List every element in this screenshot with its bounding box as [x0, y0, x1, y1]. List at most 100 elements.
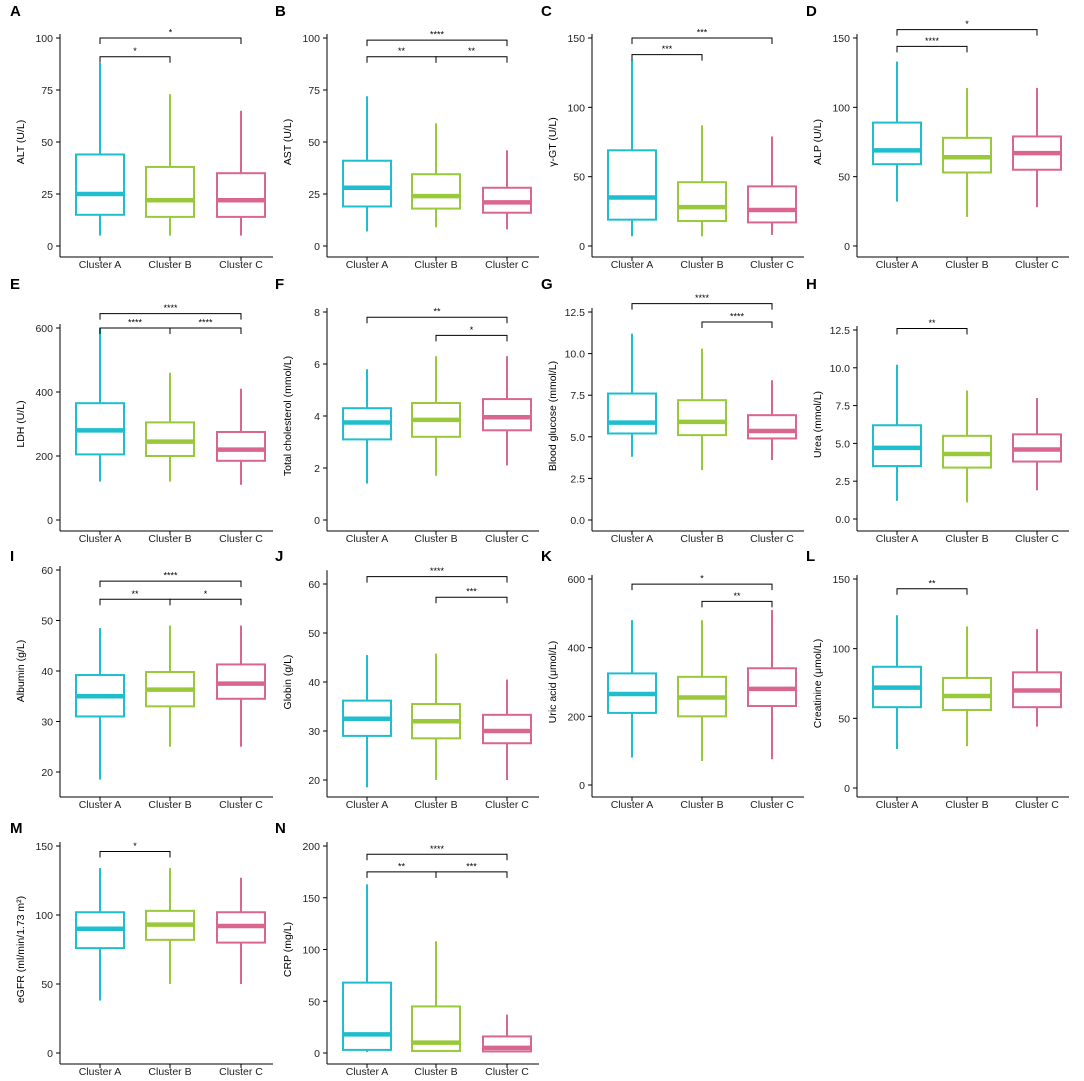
iqr-box [747, 185, 797, 224]
x-tick-label: Cluster C [485, 799, 529, 811]
bracket-line [435, 871, 508, 878]
bracket-line [701, 321, 773, 328]
iqr-box [677, 181, 727, 223]
panel-l: L 0 50 100 150 Creatinine (μmol/L) Cluster A Cl… [806, 548, 1069, 811]
panel-g: G 0.0 2.5 5.0 7.5 10.0 12.5 Blood glucose (mmol… [541, 276, 804, 545]
y-tick-label: 60 [308, 579, 320, 591]
y-tick-label: 50 [41, 137, 53, 149]
x-tick-label: Cluster C [485, 533, 529, 545]
x-tick-label: Cluster A [611, 799, 654, 811]
y-tick-label: 600 [35, 323, 53, 335]
bracket-line [366, 39, 508, 47]
box-cluster-b [942, 626, 992, 747]
box-cluster-b [145, 372, 195, 482]
x-tick-label: Cluster C [1015, 799, 1059, 811]
box-cluster-a [607, 60, 657, 237]
bracket-line [435, 56, 508, 63]
box-cluster-a [342, 369, 392, 484]
box-cluster-b [677, 620, 727, 761]
bracket-line [631, 54, 703, 61]
y-tick-label: 5.0 [570, 432, 585, 444]
box-cluster-c [747, 380, 797, 461]
y-tick-label: 12.5 [565, 307, 586, 319]
x-tick-label: Cluster B [945, 533, 988, 545]
x-tick-label: Cluster B [680, 799, 723, 811]
y-tick-label: 8 [314, 307, 320, 319]
significance-bracket: **** [99, 571, 242, 588]
significance-bracket: ** [366, 861, 437, 878]
y-tick-label: 40 [41, 666, 53, 678]
x-tick-label: Cluster A [346, 533, 389, 545]
y-tick-label: 7.5 [835, 401, 850, 413]
x-tick-label: Cluster C [219, 1066, 263, 1078]
panel-letter: G [541, 276, 553, 293]
panel-letter: F [275, 276, 284, 293]
bracket-line [169, 598, 242, 606]
box-cluster-a [872, 615, 922, 749]
x-tick-label: Cluster B [414, 1066, 457, 1078]
significance-bracket: ** [701, 591, 773, 608]
bracket-line [99, 580, 242, 588]
bracket-line [701, 600, 773, 608]
significance-bracket: ** [896, 318, 968, 335]
significance-label: **** [695, 293, 710, 303]
y-tick-label: 50 [838, 713, 850, 725]
x-tick-label: Cluster B [680, 533, 723, 545]
y-tick-label: 50 [573, 172, 585, 184]
y-axis-label: AST (U/L) [282, 119, 294, 165]
bracket-line [435, 596, 508, 604]
iqr-box [872, 424, 922, 468]
y-tick-label: 2.5 [570, 473, 585, 485]
significance-label: * [470, 325, 474, 335]
significance-label: ** [131, 589, 139, 599]
x-tick-label: Cluster B [148, 799, 191, 811]
x-tick-label: Cluster B [414, 259, 457, 271]
bracket-line [896, 45, 968, 53]
x-tick-label: Cluster C [219, 533, 263, 545]
iqr-box [216, 431, 266, 462]
x-tick-label: Cluster C [1015, 533, 1059, 545]
significance-label: * [204, 589, 208, 599]
box-cluster-c [1012, 398, 1062, 491]
y-tick-label: 100 [567, 102, 585, 114]
y-axis-label: Total cholesterol (mmol/L) [282, 356, 294, 476]
bracket-line [99, 313, 242, 320]
bracket-line [435, 334, 508, 342]
iqr-box [342, 981, 392, 1051]
box-cluster-c [216, 877, 266, 984]
panel-f: F 0 2 4 6 8 Total cholesterol (mmol/L) Cluster … [275, 276, 539, 545]
significance-label: * [965, 19, 969, 29]
iqr-box [145, 421, 195, 457]
bracket-line [366, 853, 508, 861]
iqr-box [607, 392, 657, 435]
significance-label: **** [430, 30, 445, 40]
x-tick-label: Cluster A [876, 533, 919, 545]
y-tick-label: 0 [844, 241, 850, 253]
x-tick-label: Cluster B [414, 533, 457, 545]
box-cluster-a [342, 655, 392, 788]
y-tick-label: 20 [308, 775, 320, 787]
y-tick-label: 50 [308, 137, 320, 149]
y-tick-label: 25 [308, 189, 320, 201]
panel-letter: D [806, 3, 817, 20]
significance-bracket: **** [366, 30, 508, 47]
y-axis-label: CRP (mg/L) [282, 922, 294, 977]
panel-c: C 0 50 100 150 γ-GT (U/L) Cluster A Cluster B Cl… [541, 3, 804, 271]
x-tick-label: Cluster B [148, 533, 191, 545]
significance-label: **** [163, 303, 178, 313]
y-tick-label: 25 [41, 189, 53, 201]
y-tick-label: 50 [308, 996, 320, 1008]
significance-bracket: **** [631, 293, 773, 310]
bracket-line [366, 871, 437, 878]
y-tick-label: 150 [302, 893, 320, 905]
box-cluster-c [216, 110, 266, 236]
panel-letter: M [10, 820, 23, 837]
y-tick-label: 4 [314, 411, 320, 423]
box-cluster-a [872, 364, 922, 501]
x-tick-label: Cluster C [485, 1066, 529, 1078]
y-axis-label: Creatinine (μmol/L) [812, 639, 824, 729]
x-tick-label: Cluster B [148, 259, 191, 271]
significance-bracket: * [99, 46, 171, 63]
box-cluster-c [482, 679, 532, 780]
